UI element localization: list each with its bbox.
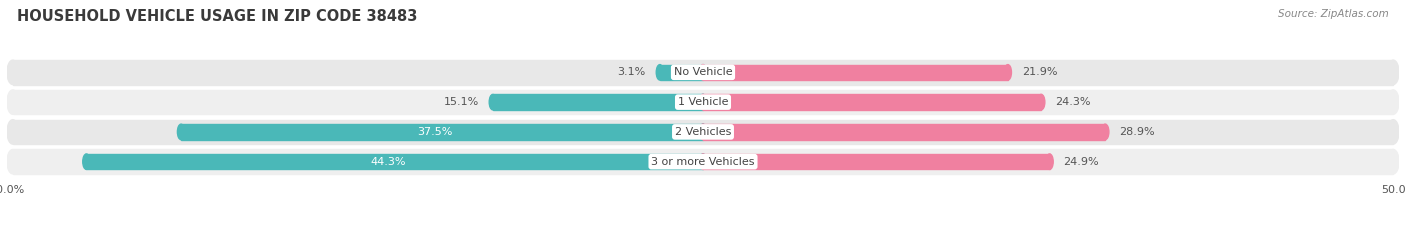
Bar: [86, 154, 703, 169]
Text: 1 Vehicle: 1 Vehicle: [678, 97, 728, 107]
Text: 24.9%: 24.9%: [1063, 157, 1099, 167]
Circle shape: [1388, 150, 1399, 174]
Text: 28.9%: 28.9%: [1119, 127, 1154, 137]
Circle shape: [699, 94, 707, 110]
Bar: [13, 120, 1393, 144]
Bar: [703, 65, 1008, 80]
Circle shape: [699, 65, 707, 80]
Text: 21.9%: 21.9%: [1022, 67, 1057, 77]
Bar: [703, 154, 1050, 169]
Bar: [13, 60, 1393, 84]
Circle shape: [1388, 120, 1399, 144]
Bar: [703, 94, 1042, 110]
Bar: [494, 94, 703, 110]
Circle shape: [7, 150, 18, 174]
Circle shape: [7, 120, 18, 144]
Bar: [13, 150, 1393, 174]
Bar: [659, 65, 703, 80]
Circle shape: [699, 124, 707, 140]
Text: 44.3%: 44.3%: [370, 157, 405, 167]
Bar: [13, 90, 1393, 114]
Bar: [181, 124, 703, 140]
Circle shape: [83, 154, 90, 169]
Text: 3.1%: 3.1%: [617, 67, 645, 77]
Text: 2 Vehicles: 2 Vehicles: [675, 127, 731, 137]
Circle shape: [699, 124, 707, 140]
Circle shape: [699, 154, 707, 169]
Circle shape: [7, 60, 18, 84]
Circle shape: [1388, 60, 1399, 84]
Circle shape: [699, 154, 707, 169]
Circle shape: [7, 90, 18, 114]
Circle shape: [1004, 65, 1011, 80]
Circle shape: [177, 124, 184, 140]
Text: Source: ZipAtlas.com: Source: ZipAtlas.com: [1278, 9, 1389, 19]
Text: 24.3%: 24.3%: [1054, 97, 1091, 107]
Circle shape: [699, 94, 707, 110]
Circle shape: [489, 94, 496, 110]
Circle shape: [1102, 124, 1109, 140]
Circle shape: [1038, 94, 1045, 110]
Text: No Vehicle: No Vehicle: [673, 67, 733, 77]
Circle shape: [1046, 154, 1053, 169]
Circle shape: [699, 65, 707, 80]
Circle shape: [1388, 90, 1399, 114]
Text: HOUSEHOLD VEHICLE USAGE IN ZIP CODE 38483: HOUSEHOLD VEHICLE USAGE IN ZIP CODE 3848…: [17, 9, 418, 24]
Text: 37.5%: 37.5%: [418, 127, 453, 137]
Bar: [703, 124, 1105, 140]
Text: 15.1%: 15.1%: [444, 97, 479, 107]
Circle shape: [657, 65, 664, 80]
Text: 3 or more Vehicles: 3 or more Vehicles: [651, 157, 755, 167]
